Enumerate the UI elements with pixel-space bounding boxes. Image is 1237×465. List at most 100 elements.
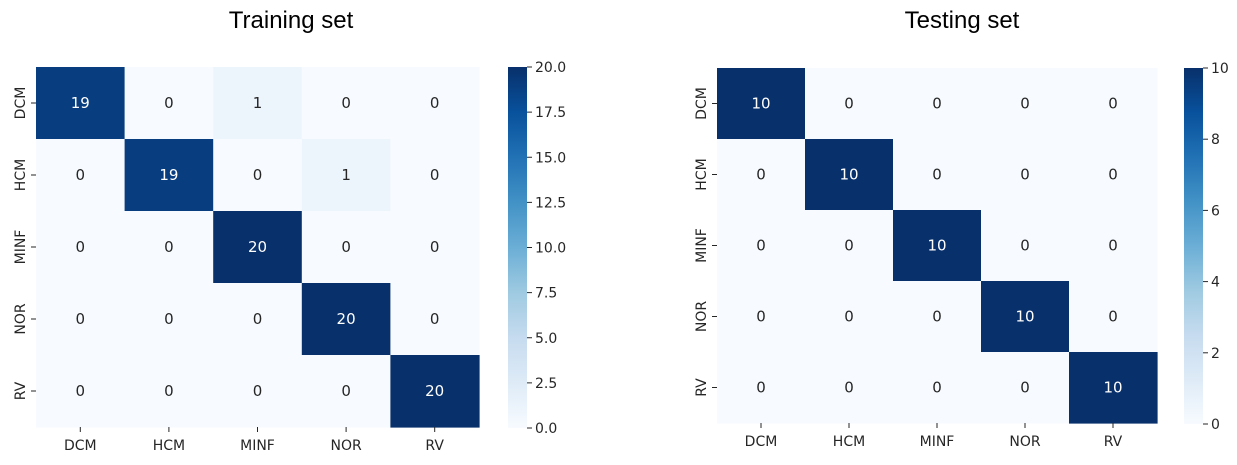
heatmap-panel-testing: Testing set 10 0 0 0 0 0 10 0 0 0 0 0 10 0 0 0 0 0 10 0 0 0 0 0… <box>694 7 1229 450</box>
heatmap-cell-training-HCM-HCM <box>124 139 214 212</box>
cell-value-testing-DCM-DCM: 10 <box>751 95 770 113</box>
heatmap-cell-testing-RV-DCM <box>717 352 806 424</box>
cell-value-training-RV-NOR: 0 <box>341 382 351 400</box>
cell-value-training-HCM-MINF: 0 <box>253 166 263 184</box>
heatmap-cell-training-RV-NOR <box>301 355 391 428</box>
heatmap-cell-testing-DCM-DCM <box>717 68 806 140</box>
cell-value-training-RV-DCM: 0 <box>76 382 86 400</box>
cell-value-training-NOR-HCM: 0 <box>164 310 174 328</box>
heatmap-cell-testing-RV-HCM <box>805 352 894 424</box>
heatmap-cell-testing-NOR-MINF <box>893 281 982 353</box>
heatmap-cell-testing-RV-MINF <box>893 352 982 424</box>
cell-value-testing-MINF-RV: 0 <box>1108 237 1118 255</box>
cell-value-testing-NOR-NOR: 10 <box>1015 308 1034 326</box>
colorbar-tick-label-training-1: 2.5 <box>535 376 557 392</box>
heatmap-cell-training-HCM-DCM <box>36 139 126 212</box>
heatmap-cell-training-NOR-DCM <box>36 283 126 356</box>
heatmap-cell-training-RV-DCM <box>36 355 126 428</box>
heatmap-cell-testing-NOR-HCM <box>805 281 894 353</box>
colorbar-tick-label-training-0: 0.0 <box>535 421 557 437</box>
heatmap-cell-testing-DCM-MINF <box>893 68 982 140</box>
heatmap-cell-testing-NOR-RV <box>1069 281 1158 353</box>
cell-value-testing-DCM-RV: 0 <box>1108 95 1118 113</box>
cell-value-training-DCM-DCM: 19 <box>71 94 90 112</box>
cell-value-testing-HCM-RV: 0 <box>1108 166 1118 184</box>
cell-value-training-MINF-RV: 0 <box>430 238 440 256</box>
colorbar-tick-label-testing-1: 2 <box>1211 346 1220 362</box>
cell-value-testing-RV-HCM: 0 <box>844 379 854 397</box>
heatmap-panel-training: Training set 19 0 1 0 0 0 19 0 1 0 0 0 20 0 0 0 0 0 20 0 0 0 0… <box>13 7 566 454</box>
colorbar-tick-label-training-6: 15.0 <box>535 150 566 166</box>
cell-value-training-RV-HCM: 0 <box>164 382 174 400</box>
x-tick-label-testing-MINF: MINF <box>920 434 955 450</box>
colorbar-tick-label-testing-4: 8 <box>1211 132 1220 148</box>
colorbar-tick-label-training-8: 20.0 <box>535 60 566 76</box>
colorbar-tick-label-testing-3: 6 <box>1211 203 1220 219</box>
heatmap-cell-testing-DCM-HCM <box>805 68 894 140</box>
cell-value-training-HCM-NOR: 1 <box>341 166 351 184</box>
cell-value-training-DCM-MINF: 1 <box>253 94 263 112</box>
cell-value-training-NOR-MINF: 0 <box>253 310 263 328</box>
heatmap-cell-testing-NOR-DCM <box>717 281 806 353</box>
cell-value-testing-MINF-HCM: 0 <box>844 237 854 255</box>
cell-value-testing-MINF-NOR: 0 <box>1020 237 1030 255</box>
heatmap-cell-training-DCM-HCM <box>124 67 214 140</box>
heatmap-cell-training-DCM-NOR <box>301 67 391 140</box>
heatmap-cell-testing-MINF-NOR <box>981 210 1070 282</box>
x-tick-label-testing-RV: RV <box>1104 434 1123 450</box>
heatmap-cell-testing-MINF-MINF <box>893 210 982 282</box>
chart-title-training: Training set <box>229 7 354 34</box>
colorbar-training <box>508 67 527 428</box>
cell-value-testing-HCM-DCM: 0 <box>756 166 766 184</box>
x-tick-label-training-MINF: MINF <box>240 438 275 454</box>
y-tick-label-training-RV: RV <box>13 381 29 400</box>
cell-value-testing-HCM-MINF: 0 <box>932 166 942 184</box>
heatmap-cell-testing-DCM-NOR <box>981 68 1070 140</box>
cell-value-training-NOR-DCM: 0 <box>76 310 86 328</box>
cell-value-testing-NOR-DCM: 0 <box>756 308 766 326</box>
y-tick-label-testing-NOR: NOR <box>694 301 710 332</box>
heatmap-cell-testing-MINF-RV <box>1069 210 1158 282</box>
x-tick-label-training-DCM: DCM <box>64 438 97 454</box>
y-tick-label-testing-HCM: HCM <box>694 158 710 190</box>
cell-value-training-DCM-HCM: 0 <box>164 94 174 112</box>
heatmap-cell-testing-NOR-NOR <box>981 281 1070 353</box>
heatmap-cell-training-DCM-DCM <box>36 67 126 140</box>
heatmap-cell-testing-MINF-HCM <box>805 210 894 282</box>
cell-value-testing-NOR-HCM: 0 <box>844 308 854 326</box>
x-tick-label-training-RV: RV <box>425 438 444 454</box>
heatmap-cell-training-NOR-NOR <box>301 283 391 356</box>
heatmap-cell-training-HCM-RV <box>390 139 480 212</box>
cell-value-training-DCM-NOR: 0 <box>341 94 351 112</box>
y-tick-label-training-DCM: DCM <box>13 87 29 120</box>
heatmap-cell-training-DCM-MINF <box>213 67 303 140</box>
heatmap-cell-training-MINF-DCM <box>36 211 126 284</box>
cell-value-training-DCM-RV: 0 <box>430 94 440 112</box>
cell-value-training-MINF-DCM: 0 <box>76 238 86 256</box>
heatmap-cell-training-MINF-HCM <box>124 211 214 284</box>
heatmap-cell-training-RV-HCM <box>124 355 214 428</box>
heatmap-cell-training-NOR-MINF <box>213 283 303 356</box>
colorbar-tick-label-training-2: 5.0 <box>535 331 557 347</box>
cell-value-testing-MINF-DCM: 0 <box>756 237 766 255</box>
cell-value-training-NOR-NOR: 20 <box>337 310 356 328</box>
heatmap-cell-testing-HCM-RV <box>1069 139 1158 211</box>
y-tick-label-training-HCM: HCM <box>13 159 29 191</box>
heatmap-cell-training-MINF-NOR <box>301 211 391 284</box>
heatmap-cell-testing-HCM-NOR <box>981 139 1070 211</box>
cell-value-training-MINF-NOR: 0 <box>341 238 351 256</box>
colorbar-tick-label-testing-0: 0 <box>1211 417 1220 433</box>
cell-value-training-HCM-RV: 0 <box>430 166 440 184</box>
y-tick-label-training-NOR: NOR <box>13 303 29 334</box>
cell-value-testing-RV-MINF: 0 <box>932 379 942 397</box>
cell-value-testing-HCM-NOR: 0 <box>1020 166 1030 184</box>
colorbar-tick-label-training-5: 12.5 <box>535 195 566 211</box>
cell-value-training-HCM-DCM: 0 <box>76 166 86 184</box>
cell-value-training-MINF-HCM: 0 <box>164 238 174 256</box>
y-tick-label-testing-DCM: DCM <box>694 87 710 120</box>
x-tick-label-testing-NOR: NOR <box>1009 434 1040 450</box>
x-tick-label-testing-HCM: HCM <box>833 434 865 450</box>
cell-value-training-NOR-RV: 0 <box>430 310 440 328</box>
x-tick-label-training-NOR: NOR <box>330 438 361 454</box>
